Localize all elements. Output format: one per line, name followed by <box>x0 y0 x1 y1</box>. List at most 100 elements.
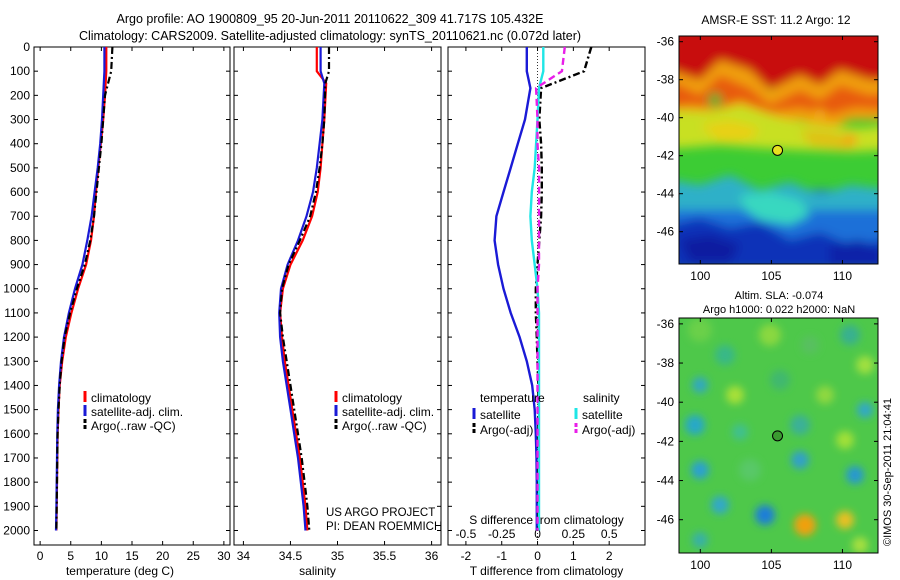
argo-position-marker <box>772 144 784 156</box>
y-tick-label: -40 <box>657 111 675 125</box>
x-tick-label: 0 <box>37 549 44 563</box>
x-axis-label: temperature (deg C) <box>66 564 174 578</box>
y-tick-label: 900 <box>10 258 30 272</box>
y-tick-label: 1500 <box>3 403 30 417</box>
profile-panel-difference: -2 -1 0 1 2 -0.5 -0.25 0 0.25 0.5S difference fro… <box>447 46 646 578</box>
y-tick-label: -38 <box>657 73 675 87</box>
y-tick-label: -44 <box>657 474 675 488</box>
s-tick-label: 0.5 <box>601 527 618 541</box>
y-tick-label: 1400 <box>3 378 30 392</box>
y-tick-label: 1600 <box>3 427 30 441</box>
y-tick-label: 700 <box>10 209 30 223</box>
x-tick-label: 0 <box>534 549 541 563</box>
x-tick-label: 105 <box>761 558 781 572</box>
s-tick-label: 0 <box>534 527 541 541</box>
project-label: US ARGO PROJECT <box>326 507 435 519</box>
x-tick-label: -1 <box>496 549 507 563</box>
x-tick-label: 100 <box>690 558 710 572</box>
profile-panel-salinity: 34 34.5 35 35.5 36 salinity climatologysatelli… <box>233 46 442 578</box>
series-line-temperature-satellite <box>493 47 538 531</box>
legend-label: satellite-adj. clim. <box>342 405 434 419</box>
panel-frame <box>33 46 231 546</box>
y-tick-label: -42 <box>657 149 675 163</box>
profile-panel-temperature: 0100200300400500600700800900100011001200… <box>3 40 231 578</box>
t-axis-label: T difference from climatology <box>470 564 624 578</box>
figure-title-line2: Climatology: CARS2009. Satellite-adjuste… <box>78 29 582 43</box>
x-tick-label: 10 <box>95 549 109 563</box>
x-tick-label: -2 <box>461 549 472 563</box>
legend-label: satellite <box>582 408 623 422</box>
panel-frame <box>447 46 646 546</box>
imos-credit: ©IMOS 30-Sep-2011 21:04:41 <box>882 398 894 546</box>
x-tick-label: 2 <box>606 549 613 563</box>
x-tick-label: 20 <box>156 549 170 563</box>
panel-frame <box>233 46 442 546</box>
y-tick-label: 1000 <box>3 282 30 296</box>
s-axis-label: S difference from climatology <box>469 513 624 527</box>
x-tick-label: 1 <box>570 549 577 563</box>
legend-header: salinity <box>583 391 620 405</box>
legend-label: Argo(-adj) <box>480 423 533 437</box>
y-tick-label: 1300 <box>3 354 30 368</box>
s-tick-label: 0.25 <box>562 527 586 541</box>
y-tick-label: 400 <box>10 137 30 151</box>
pi-label: PI: DEAN ROEMMICH <box>326 521 442 533</box>
y-tick-label: -38 <box>657 356 675 370</box>
series-line-argo-raw-qc- <box>55 46 114 531</box>
y-tick-label: -46 <box>657 225 675 239</box>
y-tick-label: 1800 <box>3 475 30 489</box>
x-tick-label: 34 <box>237 549 251 563</box>
sla-map-title-line2: Argo h1000: 0.022 h2000: NaN <box>703 304 855 316</box>
argo-position-marker <box>772 430 784 442</box>
y-tick-label: 1200 <box>3 330 30 344</box>
y-tick-label: 1700 <box>3 451 30 465</box>
y-tick-label: 200 <box>10 88 30 102</box>
x-axis-label: salinity <box>299 564 336 578</box>
y-tick-label: 500 <box>10 161 30 175</box>
y-tick-label: 2000 <box>3 523 30 537</box>
x-tick-label: 5 <box>67 549 74 563</box>
legend-label: satellite-adj. clim. <box>91 405 183 419</box>
x-tick-label: 110 <box>833 558 852 572</box>
y-tick-label: 800 <box>10 233 30 247</box>
x-tick-label: 100 <box>690 269 710 283</box>
series-line-temperature-argo-adj- <box>534 46 593 531</box>
legend-label: Argo(..raw -QC) <box>91 419 176 433</box>
s-tick-label: -0.5 <box>456 527 477 541</box>
y-tick-label: -44 <box>657 187 675 201</box>
sst-map: AMSR-E SST: 11.2 Argo: 12 <box>657 13 879 283</box>
legend-label: satellite <box>480 408 521 422</box>
series-line-argo-raw-qc- <box>278 47 331 531</box>
y-tick-label: 100 <box>10 64 30 78</box>
y-tick-label: -42 <box>657 434 675 448</box>
sla-map: Altim. SLA: -0.074 Argo h1000: 0.022 h20… <box>657 290 879 572</box>
sst-map-title: AMSR-E SST: 11.2 Argo: 12 <box>701 13 851 27</box>
x-tick-label: 35.5 <box>373 549 397 563</box>
y-tick-label: 300 <box>10 113 30 127</box>
x-tick-label: 30 <box>217 549 231 563</box>
legend-label: Argo(-adj) <box>582 423 635 437</box>
x-tick-label: 15 <box>125 549 139 563</box>
x-tick-label: 35 <box>331 549 345 563</box>
legend-header: temperature <box>480 391 545 405</box>
x-tick-label: 105 <box>761 269 781 283</box>
x-tick-label: 34.5 <box>279 549 303 563</box>
y-tick-label: -36 <box>657 317 675 331</box>
legend-label: climatology <box>342 391 402 405</box>
sla-map-title-line1: Altim. SLA: -0.074 <box>735 290 824 302</box>
s-tick-label: -0.25 <box>488 527 516 541</box>
y-tick-label: 1100 <box>4 306 30 320</box>
x-tick-label: 25 <box>187 549 201 563</box>
series-line-salinity-argo-adj- <box>534 46 566 531</box>
y-tick-label: 0 <box>23 40 30 54</box>
legend-label: Argo(..raw -QC) <box>342 419 427 433</box>
y-tick-label: -46 <box>657 513 675 527</box>
y-tick-label: -40 <box>657 395 675 409</box>
y-tick-label: 600 <box>10 185 30 199</box>
x-tick-label: 36 <box>425 549 439 563</box>
figure-title-line1: Argo profile: AO 1900809_95 20-Jun-2011 … <box>116 12 544 26</box>
series-line-satellite-adj-clim- <box>278 47 326 531</box>
legend-label: climatology <box>91 391 151 405</box>
x-tick-label: 110 <box>833 269 852 283</box>
